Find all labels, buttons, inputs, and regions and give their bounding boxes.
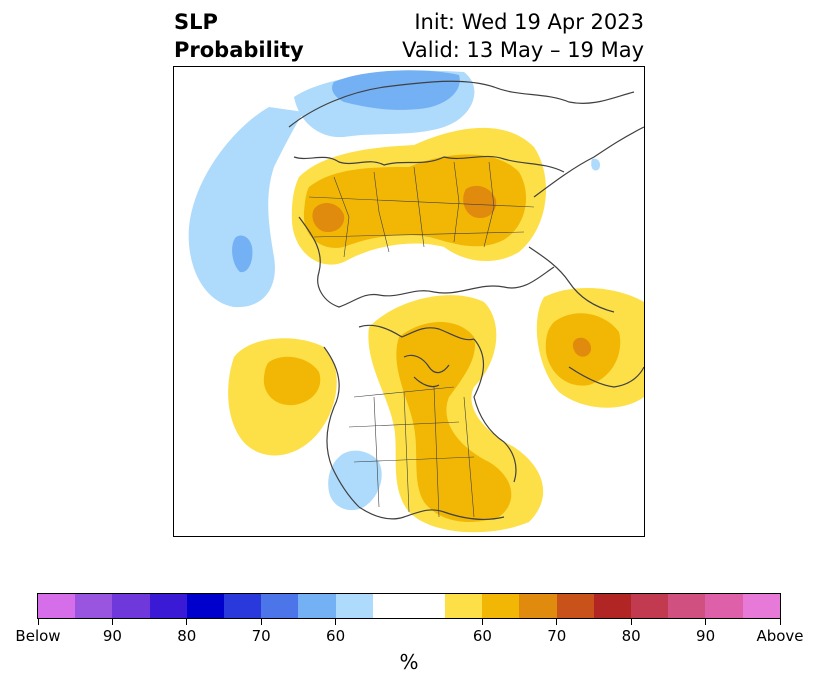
init-date: Init: Wed 19 Apr 2023 [414,10,644,34]
colorbar-segment [75,594,113,618]
blue-region-northwest [188,107,304,308]
colorbar-tick [335,619,337,625]
blue-spot-east [591,158,601,171]
colorbar-segment [335,594,373,618]
political-boundaries [308,161,535,518]
probability-colorbar [37,593,781,619]
colorbar-segment [186,594,224,618]
colorbar-segment [482,594,520,618]
colorbar-tick [37,619,39,625]
gold-region-eurasia [303,154,527,248]
colorbar-tick-label: Above [756,627,804,645]
colorbar-tick-label: 80 [621,627,641,645]
probability-map [173,66,645,537]
colorbar-tick [630,619,632,625]
colorbar-tick [481,619,483,625]
colorbar-tick-label: 70 [251,627,271,645]
gold-region-pacific [263,356,321,406]
map-title: SLP Probability [174,8,304,64]
colorbar-segment [261,594,299,618]
colorbar-segment [445,594,483,618]
colorbar-segment [742,594,780,618]
colorbar-segment [149,594,187,618]
colorbar-segment [556,594,594,618]
orange-core-russia [463,185,497,219]
colorbar-tick-label: 90 [696,627,716,645]
colorbar-segment [38,594,76,618]
colorbar-segment [593,594,632,618]
colorbar-segment [372,594,446,618]
colorbar-tick-label: Below [15,627,61,645]
colorbar-tick [779,619,781,625]
title-line-2: Probability [174,38,304,62]
colorbar-tick [186,619,188,625]
colorbar-tick-label: 70 [547,627,567,645]
colorbar-segment [631,594,669,618]
gold-region-north-america [396,322,512,522]
map-canvas [188,70,644,533]
colorbar-segment [298,594,336,618]
coastlines [288,80,644,521]
colorbar-tick-label: 60 [472,627,492,645]
title-line-1: SLP [174,10,218,34]
colorbar-segment [519,594,557,618]
colorbar-tick [705,619,707,625]
valid-range: Valid: 13 May – 19 May [402,38,644,62]
colorbar-segment [705,594,743,618]
colorbar-tick-label: 60 [326,627,346,645]
blue-core-northwest [232,235,253,273]
blue-core-north [332,70,460,110]
colorbar-tick [260,619,262,625]
colorbar-tick [556,619,558,625]
orange-core-europe [312,203,345,233]
orange-core-atlantic [572,337,592,357]
colorbar-segment [112,594,150,618]
colorbar-segment [223,594,262,618]
blue-region-southwest-us [328,450,382,511]
colorbar-tick-label: 80 [177,627,197,645]
colorbar-segment [668,594,706,618]
forecast-dates: Init: Wed 19 Apr 2023 Valid: 13 May – 19… [402,8,644,64]
colorbar-tick [111,619,113,625]
colorbar-tick-label: 90 [102,627,122,645]
colorbar-unit: % [399,650,419,674]
